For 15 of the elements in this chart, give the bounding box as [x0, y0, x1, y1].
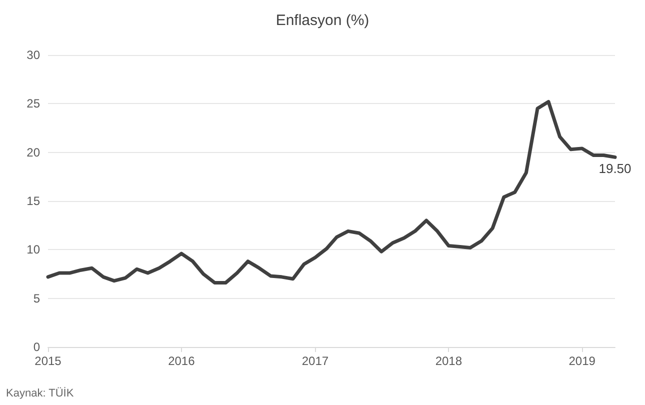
x-tick-label: 2017	[302, 354, 329, 368]
x-tick-label: 2015	[34, 354, 62, 368]
y-tick-label: 0	[33, 340, 40, 354]
x-tick-label: 2016	[168, 354, 196, 368]
y-tick-label: 5	[33, 291, 40, 306]
chart-title: Enflasyon (%)	[276, 12, 370, 29]
x-tick-label: 2019	[568, 354, 596, 368]
y-tick-label: 25	[26, 96, 40, 111]
y-tick-label: 20	[26, 145, 40, 160]
y-tick-label: 30	[26, 48, 40, 62]
text: Kaynak: TÜİK	[6, 386, 74, 400]
y-tick-label: 10	[26, 242, 40, 257]
data-label: 19.50	[598, 161, 632, 176]
x-tick-label: 2018	[435, 354, 462, 368]
y-tick-label: 15	[26, 194, 40, 208]
